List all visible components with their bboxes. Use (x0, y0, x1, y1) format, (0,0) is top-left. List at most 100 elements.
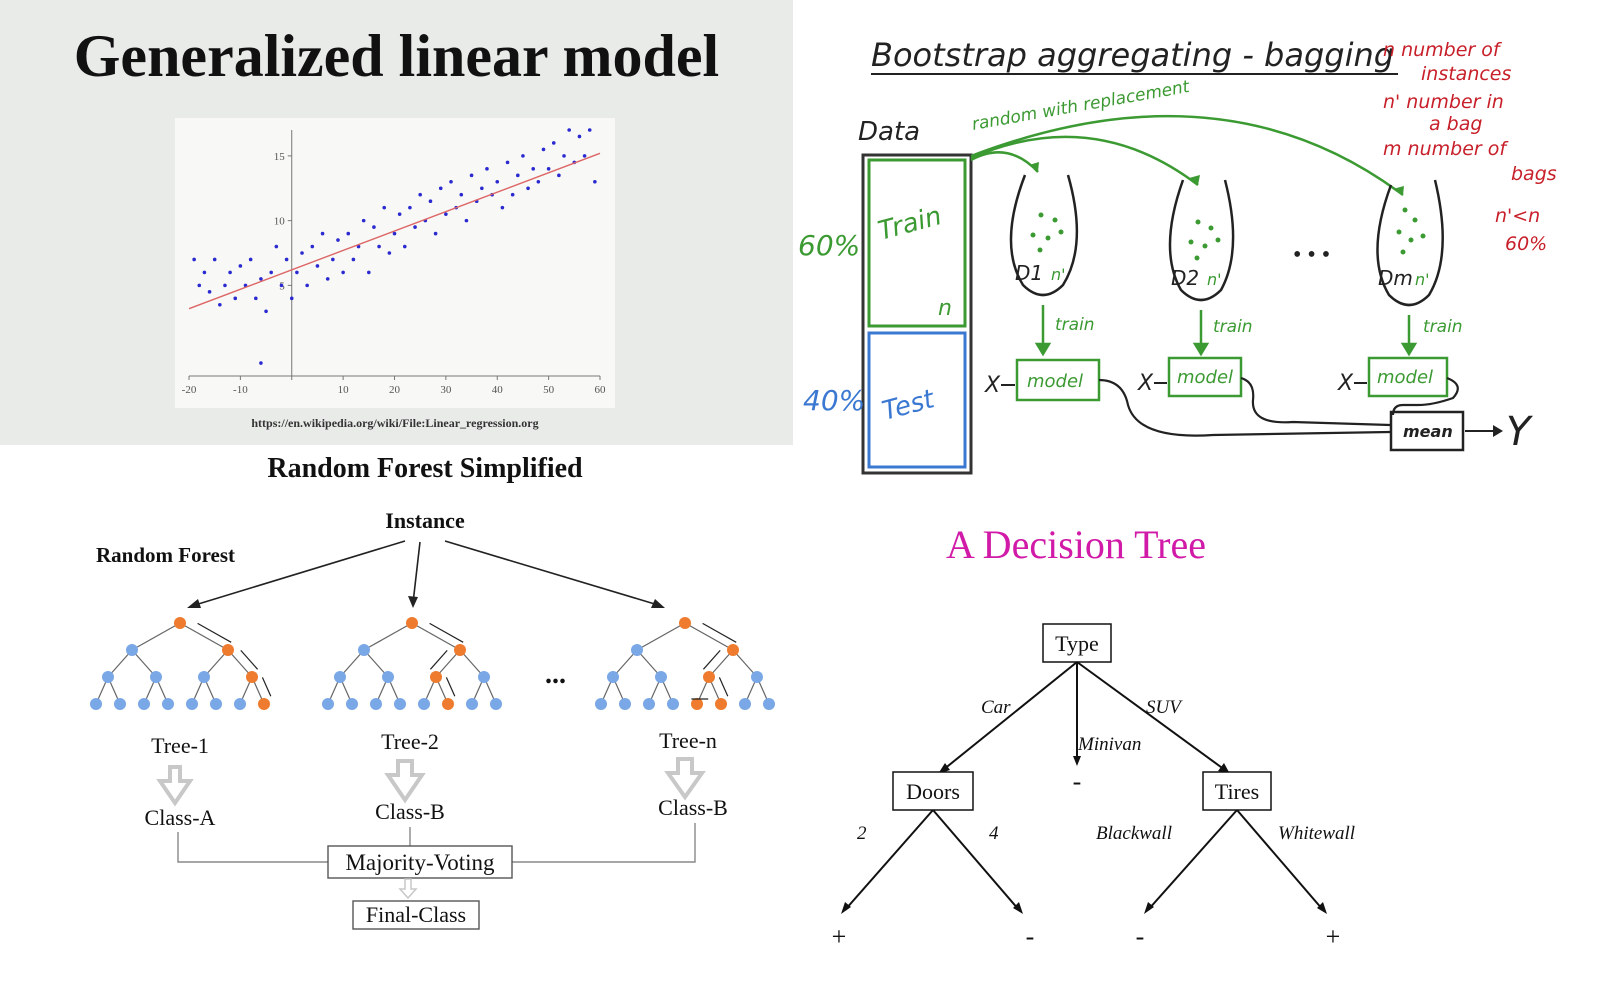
arrow-to-bag1 (970, 151, 1039, 173)
model-box-m (1367, 356, 1449, 398)
child-edge-heads (841, 902, 1327, 914)
active-node (442, 698, 454, 710)
random-forest-panel: Random Forest Simplified Instance Random… (0, 445, 793, 1002)
tree-node (607, 671, 619, 683)
tires-label: Tires (1215, 779, 1259, 804)
tree-node (739, 698, 751, 710)
scatter-point (485, 167, 489, 171)
train-text-1: train (1055, 315, 1095, 335)
tree-node (126, 644, 138, 656)
scatter-point (577, 134, 582, 139)
decision-arrow (718, 677, 729, 697)
scatter-point (259, 277, 263, 281)
bag-nprime: n' (1415, 270, 1430, 289)
scatter-point (289, 296, 294, 301)
decision-arrow (429, 622, 464, 643)
leaf-4: + (1326, 922, 1341, 951)
mean-text: mean (1403, 422, 1453, 441)
x-tick-label: 60 (595, 384, 607, 396)
bag-1: D1 n' (1009, 174, 1079, 297)
active-node (246, 671, 258, 683)
notation-notes: n number of instances n' number in a bag… (1383, 39, 1557, 255)
child-edges (844, 809, 1324, 911)
class-b-label-2: Class-B (658, 795, 728, 820)
tree-1-graph (90, 617, 272, 710)
tree-edge (732, 649, 758, 678)
active-node (679, 617, 691, 629)
bag-dots (1188, 219, 1221, 261)
data-label: Data (858, 117, 920, 147)
scatter-point (428, 199, 433, 204)
model-box-2 (1167, 356, 1243, 398)
class-b-label-1: Class-B (375, 799, 445, 824)
x-tick-label: 20 (389, 384, 401, 396)
scatter-point (444, 212, 448, 216)
x-tick-label: 40 (492, 384, 504, 396)
voting-connectors (177, 823, 696, 863)
scatter-point (551, 141, 556, 145)
scatter-point (310, 244, 315, 249)
tree-edge (227, 649, 253, 678)
tree-edge (459, 649, 485, 678)
scatter-point (526, 186, 530, 191)
minivan-leaf: - (1073, 767, 1082, 796)
note-line: n number of (1383, 39, 1503, 61)
tree-node (358, 644, 370, 656)
n-label: n (938, 296, 952, 321)
arrow-to-bag2 (970, 135, 1199, 186)
bag-nprime: n' (1207, 270, 1222, 289)
tree-edge (708, 649, 734, 678)
scatter-point (253, 296, 258, 301)
curve-model1-mean (1098, 378, 1391, 437)
test-label: Test (879, 384, 938, 427)
mean-arrow-head (1493, 425, 1503, 437)
final-arrow (398, 878, 418, 900)
tree-node (490, 698, 502, 710)
scatter-point (387, 251, 392, 255)
bag-dots (1396, 207, 1426, 255)
tree-node (334, 671, 346, 683)
tree-node (90, 698, 102, 710)
model-text-m: model (1377, 367, 1433, 388)
class-arrows (156, 757, 706, 807)
tree-2-graph (322, 617, 502, 710)
scatter-point (228, 270, 232, 275)
scatter-point (351, 257, 356, 262)
rf-label: Random Forest (96, 543, 235, 567)
tree-node (655, 671, 667, 683)
scatter-point (212, 257, 217, 262)
scatter-point (438, 186, 443, 191)
scatter-point (295, 270, 299, 275)
glm-panel: Generalized linear model -20 -10 10 20 30 40 5… (0, 0, 793, 445)
tree-node (138, 698, 150, 710)
scatter-point (284, 257, 289, 262)
note-line: n'<n (1495, 205, 1540, 227)
x-input-2: X (1137, 371, 1154, 396)
edge-minivan: Minivan (1077, 734, 1141, 755)
scatter-point (433, 231, 438, 236)
rf-title: Random Forest Simplified (267, 453, 583, 484)
edge-blackwall: Blackwall (1096, 823, 1172, 844)
note-line: n' number in (1383, 91, 1504, 113)
scatter-point (269, 270, 273, 275)
instance-arrow-heads (187, 596, 665, 608)
scatter-point (582, 154, 587, 158)
active-node (715, 698, 727, 710)
scatter-point (259, 361, 263, 365)
active-node (454, 644, 466, 656)
random-forest-diagram: Random Forest Simplified Instance Random… (90, 453, 775, 930)
bagging-diagram: Bootstrap aggregating - bagging Data Tra… (798, 36, 1557, 475)
tree-2-label: Tree-2 (381, 729, 439, 754)
tree-1-label: Tree-1 (151, 733, 209, 758)
tree-node (667, 698, 679, 710)
scatter-point (546, 167, 551, 171)
bagging-title: Bootstrap aggregating - bagging (871, 36, 1394, 74)
edge-2: 2 (857, 823, 867, 844)
tree-node (198, 671, 210, 683)
tree-edge (203, 649, 229, 678)
scatter-point (510, 192, 515, 197)
scatter-point (449, 179, 453, 184)
glm-title: Generalized linear model (73, 23, 720, 89)
scatter-point (413, 225, 417, 229)
scatter-point (197, 283, 202, 288)
